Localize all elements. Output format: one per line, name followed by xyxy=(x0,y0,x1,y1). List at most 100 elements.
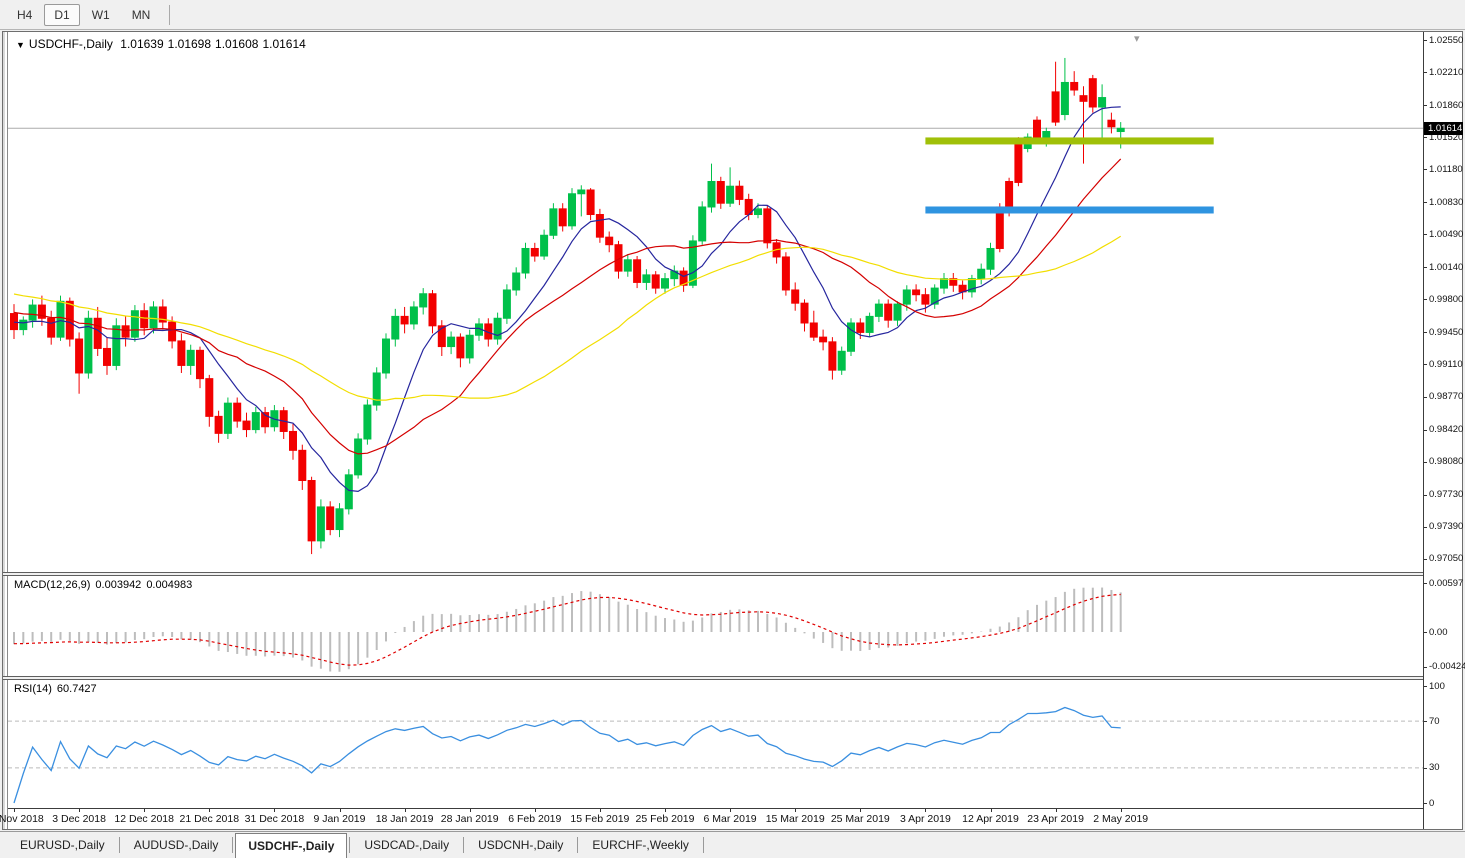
candles-group xyxy=(10,57,1125,555)
macd-name: MACD(12,26,9) xyxy=(14,579,91,591)
axis-tick-label: 0.00597 xyxy=(1429,577,1464,589)
axis-tick-mark xyxy=(1424,105,1427,107)
tab-eurusd-daily[interactable]: EURUSD-,Daily xyxy=(20,838,105,852)
axis-tick-mark xyxy=(1424,558,1427,560)
axis-tick-label: 30 xyxy=(1429,762,1440,774)
axis-tick-mark xyxy=(1424,461,1427,463)
ma-mid xyxy=(13,158,1122,455)
axis-tick-label: 1.01180 xyxy=(1429,163,1463,175)
axis-tick-mark xyxy=(1424,721,1427,723)
ohlc-low: 1.01608 xyxy=(215,37,259,51)
timeframe-button-h4[interactable]: H4 xyxy=(17,8,33,22)
chart-tabs-bar: EURUSD-,Daily AUDUSD-,Daily USDCHF-,Daily U… xyxy=(0,831,1465,858)
tab-usdchf-daily[interactable]: USDCHF-,Daily xyxy=(235,833,348,858)
axis-tick-mark xyxy=(1424,299,1427,301)
time-tick-mark xyxy=(79,809,81,812)
chart-left-frame xyxy=(3,32,8,829)
axis-tick-label: 0.99450 xyxy=(1429,326,1464,338)
axis-tick-mark xyxy=(1424,632,1427,633)
axis-tick-mark xyxy=(1424,429,1427,431)
time-tick-mark xyxy=(469,809,471,812)
macd-canvas[interactable] xyxy=(8,576,1423,676)
macd-indicator-pane[interactable]: MACD(12,26,9) 0.003942 0.004983 xyxy=(8,576,1423,676)
time-tick-label: 28 Jan 2019 xyxy=(440,813,499,825)
tab-separator xyxy=(702,837,704,853)
time-tick-label: 3 Apr 2019 xyxy=(899,813,951,825)
time-tick-mark xyxy=(599,809,601,812)
axis-tick-mark xyxy=(1424,234,1427,236)
time-tick-label: 23 Apr 2019 xyxy=(1027,813,1084,825)
time-tick-mark xyxy=(795,809,797,812)
rsi-name: RSI(14) xyxy=(14,683,52,695)
tab-usdcnh-daily[interactable]: USDCNH-,Daily xyxy=(478,838,564,852)
time-tick-label: 15 Mar 2019 xyxy=(765,813,825,825)
time-tick-label: 3 Dec 2018 xyxy=(52,813,106,825)
toolbar-separator xyxy=(169,4,171,25)
axis-tick-mark xyxy=(1424,364,1427,366)
time-tick-label: 6 Feb 2019 xyxy=(508,813,562,825)
rsi-indicator-pane[interactable]: RSI(14) 60.7427 xyxy=(8,680,1423,808)
time-tick-label: 18 Jan 2019 xyxy=(375,813,434,825)
tab-separator xyxy=(232,837,234,853)
time-tick-label: 25 Feb 2019 xyxy=(635,813,695,825)
chart-symbol-label: USDCHF-,Daily xyxy=(28,37,113,51)
axis-tick-mark xyxy=(1424,526,1427,528)
axis-tick-mark xyxy=(1424,137,1427,139)
resistance-ray xyxy=(925,137,1214,145)
time-tick-mark xyxy=(730,809,732,812)
axis-tick-mark xyxy=(1424,396,1427,398)
pane-splitter[interactable] xyxy=(3,572,1462,576)
time-tick-label: 31 Dec 2018 xyxy=(244,813,305,825)
tab-audusd-daily[interactable]: AUDUSD-,Daily xyxy=(133,838,219,852)
axis-tick-label: 0.99110 xyxy=(1429,358,1463,370)
axis-tick-label: 0.00 xyxy=(1429,626,1448,638)
axis-tick-mark xyxy=(1424,267,1427,269)
axis-tick-mark xyxy=(1424,202,1427,204)
time-axis[interactable]: 23 Nov 2018 3 Dec 2018 12 Dec 2018 21 Dec 2… xyxy=(0,808,1423,829)
axis-tick-mark xyxy=(1424,686,1427,687)
chart-objects-group[interactable] xyxy=(925,137,1214,214)
timeframe-button-mn[interactable]: MN xyxy=(131,8,151,22)
chart-shift-marker-icon[interactable]: ▾ xyxy=(1134,33,1140,45)
axis-tick-label: 1.01860 xyxy=(1429,99,1464,111)
macd-histogram xyxy=(13,587,1122,672)
ma-fast xyxy=(13,106,1121,493)
time-tick-label: 9 Jan 2019 xyxy=(313,813,366,825)
symbol-dropdown-icon[interactable]: ▼ xyxy=(16,40,25,50)
axis-tick-label: 1.02550 xyxy=(1429,34,1464,46)
time-tick-label: 23 Nov 2018 xyxy=(0,813,44,825)
ohlc-close: 1.01614 xyxy=(262,37,306,51)
time-tick-label: 12 Apr 2019 xyxy=(962,813,1019,825)
pane-splitter[interactable] xyxy=(3,676,1462,680)
price-chart-pane[interactable]: ▼ USDCHF-,Daily 1.01639 1.01698 1.01608 1.01… xyxy=(8,32,1423,572)
rsi-canvas[interactable] xyxy=(8,680,1423,808)
candlestick-canvas[interactable] xyxy=(8,32,1423,572)
tab-usdcad-daily[interactable]: USDCAD-,Daily xyxy=(364,838,450,852)
macd-main-value: 0.003942 xyxy=(95,579,142,591)
price-axis[interactable]: 1.02550 1.02210 1.01860 1.01520 1.01180 1.008… xyxy=(1423,32,1465,829)
tab-separator xyxy=(118,837,120,853)
time-tick-label: 2 May 2019 xyxy=(1093,813,1149,825)
axis-tick-label: 1.02210 xyxy=(1429,66,1464,78)
axis-tick-mark xyxy=(1424,767,1427,769)
rsi-line xyxy=(13,706,1121,804)
chart-title: ▼ USDCHF-,Daily 1.01639 1.01698 1.01608 1.01… xyxy=(16,37,310,51)
timeframe-button-w1[interactable]: W1 xyxy=(91,8,110,22)
rsi-label: RSI(14) 60.7427 xyxy=(14,683,102,695)
tab-eurchf-weekly[interactable]: EURCHF-,Weekly xyxy=(592,838,689,852)
axis-tick-mark xyxy=(1424,332,1427,334)
time-tick-mark xyxy=(144,809,146,812)
time-tick-label: 12 Dec 2018 xyxy=(114,813,174,825)
axis-tick-label: 1.01520 xyxy=(1429,131,1464,143)
macd-signal-value: 0.004983 xyxy=(146,579,193,591)
axis-tick-mark xyxy=(1424,40,1427,42)
axis-tick-label: 0.98080 xyxy=(1429,456,1464,468)
time-tick-mark xyxy=(534,809,536,812)
chart-window: ▼ USDCHF-,Daily 1.01639 1.01698 1.01608 1.01… xyxy=(0,31,1465,830)
timeframe-button-d1[interactable]: D1 xyxy=(44,4,80,26)
time-tick-mark xyxy=(339,809,341,812)
axis-tick-mark xyxy=(1424,169,1427,171)
macd-signal-line xyxy=(13,593,1121,666)
time-tick-mark xyxy=(404,809,406,812)
time-tick-mark xyxy=(990,809,992,812)
